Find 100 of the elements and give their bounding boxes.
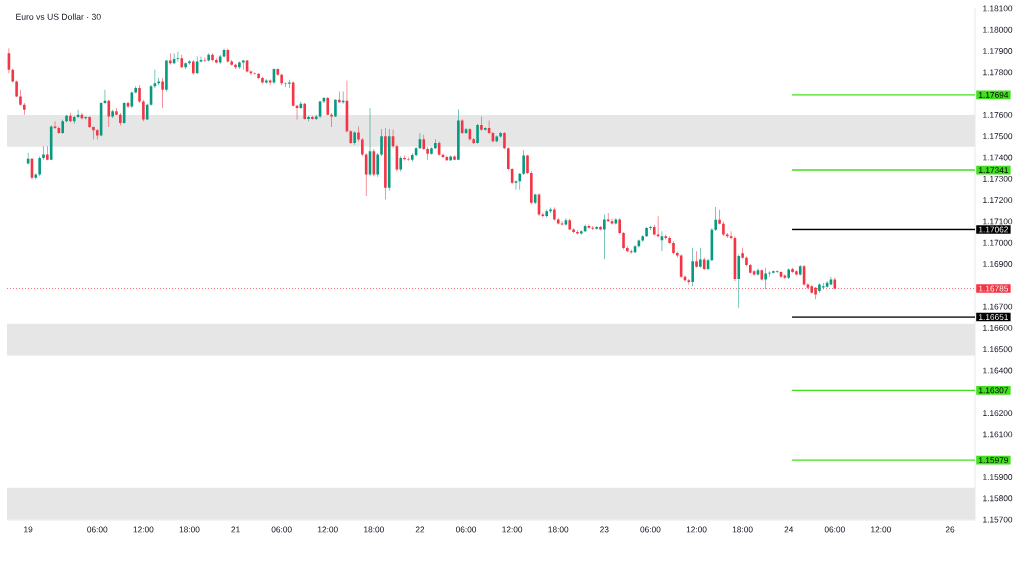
candlestick — [676, 251, 679, 258]
candlestick — [476, 123, 479, 144]
candlestick — [430, 147, 433, 155]
candlestick — [722, 221, 725, 236]
ref-line-label: 1.16785 — [979, 285, 1009, 292]
candlestick — [88, 116, 91, 128]
y-tick-label: 1.17100 — [983, 218, 1013, 225]
candlestick — [376, 153, 379, 177]
candlestick — [622, 232, 625, 250]
candlestick — [499, 131, 502, 138]
y-tick-label: 1.15700 — [983, 516, 1013, 523]
candlestick — [138, 84, 141, 103]
candlestick — [95, 128, 99, 140]
y-tick-label: 1.17300 — [983, 175, 1013, 182]
candlestick — [457, 109, 460, 161]
candlestick — [787, 268, 791, 279]
candlestick — [618, 218, 621, 235]
candlestick — [238, 61, 241, 70]
candlestick — [664, 234, 668, 240]
candlestick — [168, 53, 172, 65]
candlestick — [768, 271, 771, 277]
candlestick — [38, 156, 41, 177]
y-tick-label: 1.17900 — [983, 48, 1013, 54]
candlestick — [192, 59, 195, 75]
candlestick — [334, 99, 337, 118]
y-tick-label: 1.16500 — [983, 346, 1013, 353]
candlestick — [15, 80, 18, 98]
candlestick — [483, 127, 487, 131]
candlestick — [545, 209, 549, 218]
candlestick — [261, 76, 264, 84]
candlestick — [645, 226, 648, 237]
candlestick — [218, 54, 222, 64]
candlestick — [821, 282, 825, 290]
candlestick — [165, 59, 168, 92]
candlestick — [326, 97, 330, 116]
candlestick — [795, 270, 798, 276]
y-tick-label: 1.17800 — [983, 69, 1013, 76]
candlestick — [380, 128, 383, 157]
x-tick-label: 23 — [600, 526, 609, 533]
candlestick — [264, 79, 268, 84]
candlestick — [284, 82, 287, 88]
x-tick-label: 18:00 — [548, 526, 569, 533]
x-tick-label: 26 — [945, 526, 955, 533]
candlestick — [361, 138, 364, 157]
candlestick — [818, 283, 821, 293]
candlestick — [522, 150, 525, 175]
candlestick — [403, 155, 406, 161]
x-tick-label: 22 — [415, 526, 425, 533]
x-tick-label: 18:00 — [364, 526, 384, 533]
candlestick — [145, 103, 149, 121]
candlestick — [84, 116, 88, 120]
y-tick-label: 1.15800 — [983, 495, 1013, 502]
candlestick — [61, 119, 65, 135]
x-tick-label: 21 — [231, 526, 240, 533]
candlestick — [399, 156, 403, 172]
candlestick — [503, 131, 506, 149]
candlestick — [314, 114, 318, 121]
candlestick — [42, 146, 45, 160]
candlestick — [798, 265, 802, 276]
candlestick — [668, 236, 671, 244]
candlestick — [745, 256, 748, 267]
ref-line-label: 1.17062 — [979, 226, 1008, 233]
candlestick — [142, 99, 145, 122]
ref-line-label: 1.17694 — [979, 91, 1009, 98]
candlestick — [568, 218, 572, 231]
ref-line-label: 1.17341 — [979, 167, 1008, 174]
candlestick — [772, 270, 775, 274]
candlestick — [92, 126, 95, 140]
candlestick — [453, 155, 456, 161]
candlestick — [230, 59, 234, 66]
candlestick — [603, 214, 606, 260]
candlestick — [157, 78, 161, 85]
candlestick — [579, 230, 583, 235]
candlestick — [307, 115, 310, 122]
candlestick — [652, 224, 656, 236]
candlestick — [699, 247, 702, 268]
x-tick-label: 06:00 — [640, 526, 661, 533]
candlestick — [549, 207, 552, 213]
candlestick — [134, 86, 137, 94]
y-tick-label: 1.17200 — [983, 197, 1013, 204]
candlestick — [672, 241, 675, 255]
candlestick — [741, 247, 744, 259]
candlestick — [460, 119, 464, 135]
y-tick-label: 1.16900 — [983, 261, 1013, 267]
x-tick-label: 12:00 — [317, 526, 338, 533]
candlestick — [472, 138, 476, 145]
x-tick-label: 18:00 — [732, 526, 753, 533]
x-tick-label: 19 — [24, 526, 33, 533]
y-tick-label: 1.16200 — [983, 410, 1013, 417]
candlestick — [337, 91, 341, 103]
candlestick — [791, 267, 794, 273]
x-tick-label: 06:00 — [824, 526, 845, 533]
candlestick — [349, 130, 353, 144]
candlestick — [69, 113, 72, 123]
candlestick — [303, 102, 307, 120]
y-tick-label: 1.17500 — [983, 133, 1013, 140]
candlestick — [207, 53, 210, 62]
candlestick — [748, 264, 752, 274]
candlestick — [595, 226, 598, 230]
candlestick — [161, 78, 164, 109]
